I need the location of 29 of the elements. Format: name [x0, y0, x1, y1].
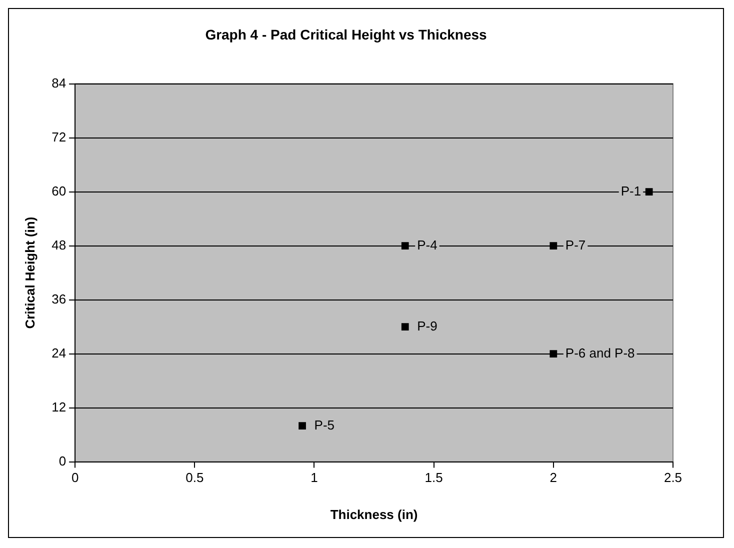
annotation: P-6 and P-8	[565, 345, 635, 360]
x-tick-label: 2.5	[664, 470, 682, 486]
y-tick-label: 36	[52, 291, 66, 306]
point	[401, 323, 409, 330]
annotation: P-5	[314, 417, 335, 432]
point	[645, 188, 653, 196]
x-tick-label: 1.5	[424, 470, 443, 486]
y-tick-label: 12	[52, 399, 66, 414]
point	[298, 422, 306, 430]
y-tick-label: 84	[52, 75, 66, 90]
chart-title: Graph 4 - Pad Critical Height vs Thickness	[205, 26, 488, 42]
x-tick-label: 1	[310, 470, 318, 486]
annotation: P-1	[620, 183, 642, 198]
annotation: P-9	[417, 318, 438, 334]
y-tick-label: 72	[52, 129, 66, 144]
y-tick-label: 60	[52, 183, 66, 198]
x-axis-title: Thickness (in)	[330, 506, 418, 522]
x-tick-label: 2	[550, 470, 558, 486]
y-tick-label: 24	[52, 345, 66, 360]
x-tick-label: 0	[71, 470, 79, 486]
point	[401, 242, 409, 250]
point	[550, 242, 558, 250]
y-tick-label: 48	[52, 237, 66, 252]
annotation: P-7	[565, 237, 586, 252]
annotation: P-4	[417, 237, 438, 252]
y-axis-title: Critical Height (in)	[22, 216, 38, 329]
point	[550, 350, 558, 358]
y-tick-label: 0	[58, 453, 66, 468]
x-tick-label: 0.5	[186, 470, 204, 486]
